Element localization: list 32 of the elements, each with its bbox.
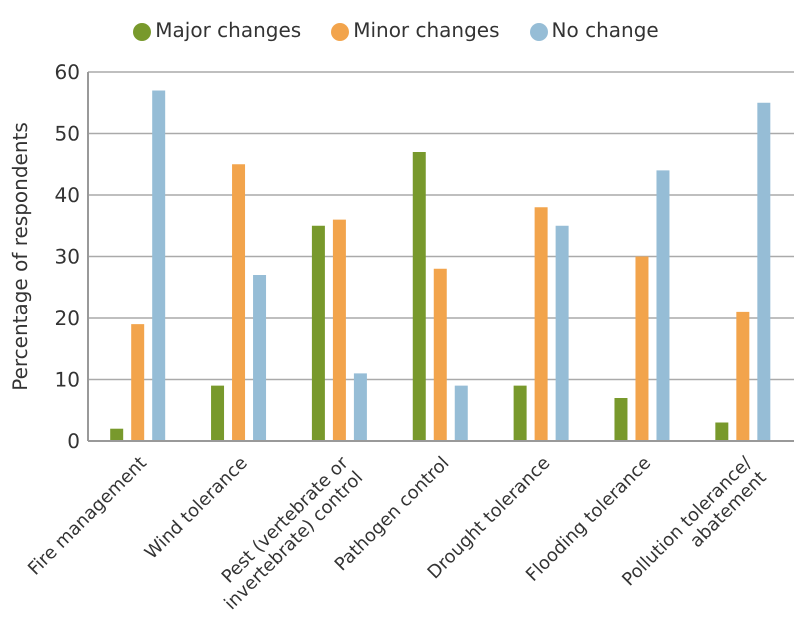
bar [434, 268, 447, 441]
bar [253, 274, 266, 441]
bar [110, 428, 124, 441]
legend-label: No change [552, 18, 659, 42]
legend-label: Minor changes [353, 18, 500, 42]
bar [354, 373, 367, 441]
bar [152, 90, 166, 441]
bar [614, 398, 628, 441]
y-tick-label: 50 [54, 122, 80, 146]
bar [412, 152, 426, 441]
bar [715, 422, 728, 441]
y-tick-label: 20 [54, 306, 80, 330]
bar [736, 312, 750, 441]
bar [514, 386, 527, 441]
bar [556, 226, 569, 441]
bar [656, 170, 670, 441]
legend-label: Major changes [155, 18, 302, 42]
bar [232, 164, 246, 441]
bar [534, 207, 548, 441]
y-tick-label: 10 [54, 368, 80, 392]
y-axis-title: Percentage of respondents [8, 122, 32, 391]
y-tick-label: 40 [54, 183, 80, 208]
bar [332, 220, 346, 441]
y-tick-label: 0 [67, 429, 80, 454]
y-tick-label: 60 [54, 60, 80, 84]
bar [454, 386, 468, 441]
bar [211, 386, 224, 441]
bar [131, 324, 144, 441]
bar [757, 102, 770, 441]
bar [312, 226, 325, 441]
bar [635, 256, 648, 441]
y-tick-label: 30 [54, 244, 80, 269]
